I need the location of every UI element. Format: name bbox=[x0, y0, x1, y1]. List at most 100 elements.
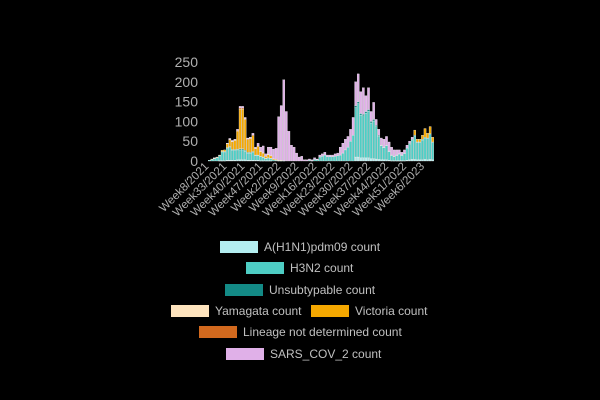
bar-segment[interactable] bbox=[238, 149, 242, 160]
bar-segment[interactable] bbox=[315, 159, 319, 162]
bar-segment[interactable] bbox=[238, 159, 242, 162]
bar-segment[interactable] bbox=[328, 156, 332, 162]
bar-segment[interactable] bbox=[297, 156, 301, 162]
bar-segment[interactable] bbox=[377, 159, 381, 162]
bar-segment[interactable] bbox=[398, 149, 401, 155]
bar-segment[interactable] bbox=[364, 157, 368, 162]
bar-segment[interactable] bbox=[331, 154, 334, 157]
bar-segment[interactable] bbox=[226, 143, 229, 144]
bar-segment[interactable] bbox=[382, 159, 386, 162]
bar-segment[interactable] bbox=[215, 156, 219, 158]
bar-segment[interactable] bbox=[274, 148, 278, 160]
bar-segment[interactable] bbox=[226, 143, 229, 148]
bar-segment[interactable] bbox=[251, 152, 255, 161]
bar-segment[interactable] bbox=[339, 146, 342, 156]
bar-segment[interactable] bbox=[431, 137, 434, 143]
bar-segment[interactable] bbox=[377, 129, 381, 136]
bar-segment[interactable] bbox=[264, 153, 268, 157]
bar-segment[interactable] bbox=[323, 152, 327, 156]
bar-segment[interactable] bbox=[236, 131, 239, 150]
bar-segment[interactable] bbox=[243, 119, 247, 151]
legend-item-h1n1[interactable]: A(H1N1)pdm09 count bbox=[220, 240, 380, 254]
bar-segment[interactable] bbox=[300, 156, 303, 162]
bar-segment[interactable] bbox=[390, 155, 393, 161]
bar-segment[interactable] bbox=[374, 119, 378, 126]
bar-segment[interactable] bbox=[359, 157, 363, 162]
bar-segment[interactable] bbox=[374, 125, 378, 127]
bar-segment[interactable] bbox=[315, 158, 319, 160]
legend-item-unsubtypable[interactable]: Unsubtypable count bbox=[225, 283, 375, 297]
bar-segment[interactable] bbox=[341, 152, 345, 162]
bar-segment[interactable] bbox=[254, 155, 257, 161]
bar-segment[interactable] bbox=[416, 142, 419, 160]
bar-segment[interactable] bbox=[264, 158, 268, 161]
bar-segment[interactable] bbox=[372, 158, 375, 162]
bar-segment[interactable] bbox=[356, 101, 360, 104]
bar-segment[interactable] bbox=[369, 111, 373, 122]
bar-segment[interactable] bbox=[272, 158, 275, 160]
bar-segment[interactable] bbox=[218, 155, 221, 161]
bar-segment[interactable] bbox=[416, 139, 419, 143]
bar-segment[interactable] bbox=[400, 152, 404, 156]
bar-segment[interactable] bbox=[282, 79, 286, 161]
bar-segment[interactable] bbox=[208, 160, 211, 162]
bar-segment[interactable] bbox=[261, 152, 265, 158]
bar-segment[interactable] bbox=[287, 131, 291, 162]
bar-segment[interactable] bbox=[372, 102, 375, 120]
bar-segment[interactable] bbox=[426, 159, 429, 162]
bar-segment[interactable] bbox=[418, 139, 422, 143]
bar-segment[interactable] bbox=[408, 141, 411, 144]
bar-segment[interactable] bbox=[321, 156, 324, 162]
bar-segment[interactable] bbox=[405, 145, 409, 149]
bar-segment[interactable] bbox=[336, 155, 339, 162]
bar-segment[interactable] bbox=[367, 109, 370, 112]
bar-segment[interactable] bbox=[390, 146, 393, 156]
bar-segment[interactable] bbox=[333, 156, 337, 162]
bar-segment[interactable] bbox=[254, 146, 257, 149]
bar-segment[interactable] bbox=[398, 154, 401, 161]
bar-segment[interactable] bbox=[236, 149, 239, 160]
bar-segment[interactable] bbox=[231, 150, 234, 161]
bar-segment[interactable] bbox=[213, 157, 216, 159]
bar-segment[interactable] bbox=[385, 159, 388, 162]
bar-segment[interactable] bbox=[377, 135, 381, 137]
bar-segment[interactable] bbox=[223, 151, 226, 161]
bar-segment[interactable] bbox=[362, 114, 365, 117]
bar-segment[interactable] bbox=[369, 122, 373, 159]
bar-segment[interactable] bbox=[259, 151, 262, 157]
bar-segment[interactable] bbox=[364, 111, 368, 114]
bar-segment[interactable] bbox=[362, 115, 365, 158]
bar-segment[interactable] bbox=[267, 158, 270, 161]
legend-item-h3n2[interactable]: H3N2 count bbox=[246, 261, 353, 275]
bar-segment[interactable] bbox=[256, 155, 260, 161]
bar-segment[interactable] bbox=[387, 151, 391, 161]
bar-segment[interactable] bbox=[359, 113, 363, 116]
bar-segment[interactable] bbox=[241, 108, 244, 149]
bar-segment[interactable] bbox=[385, 145, 388, 160]
legend-item-sars-cov-2[interactable]: SARS_COV_2 count bbox=[226, 347, 381, 361]
bar-segment[interactable] bbox=[418, 142, 422, 160]
bar-segment[interactable] bbox=[339, 154, 342, 162]
bar-segment[interactable] bbox=[233, 140, 237, 150]
legend-item-yamagata[interactable]: Yamagata count bbox=[171, 304, 302, 318]
bar-segment[interactable] bbox=[246, 137, 250, 139]
bar-segment[interactable] bbox=[354, 156, 357, 162]
bar-segment[interactable] bbox=[351, 135, 355, 162]
bar-segment[interactable] bbox=[261, 157, 265, 161]
bar-segment[interactable] bbox=[228, 138, 232, 140]
bar-segment[interactable] bbox=[333, 153, 337, 157]
bar-segment[interactable] bbox=[380, 145, 383, 160]
bar-segment[interactable] bbox=[423, 137, 427, 160]
bar-segment[interactable] bbox=[369, 158, 373, 162]
bar-segment[interactable] bbox=[385, 136, 388, 146]
bar-segment[interactable] bbox=[267, 146, 270, 155]
bar-segment[interactable] bbox=[374, 126, 378, 160]
bar-segment[interactable] bbox=[249, 137, 252, 139]
bar-segment[interactable] bbox=[210, 158, 214, 160]
bar-segment[interactable] bbox=[372, 119, 375, 122]
bar-segment[interactable] bbox=[231, 141, 234, 150]
bar-segment[interactable] bbox=[269, 146, 273, 156]
bar-segment[interactable] bbox=[382, 147, 386, 160]
bar-segment[interactable] bbox=[223, 149, 226, 152]
bar-segment[interactable] bbox=[351, 117, 355, 136]
